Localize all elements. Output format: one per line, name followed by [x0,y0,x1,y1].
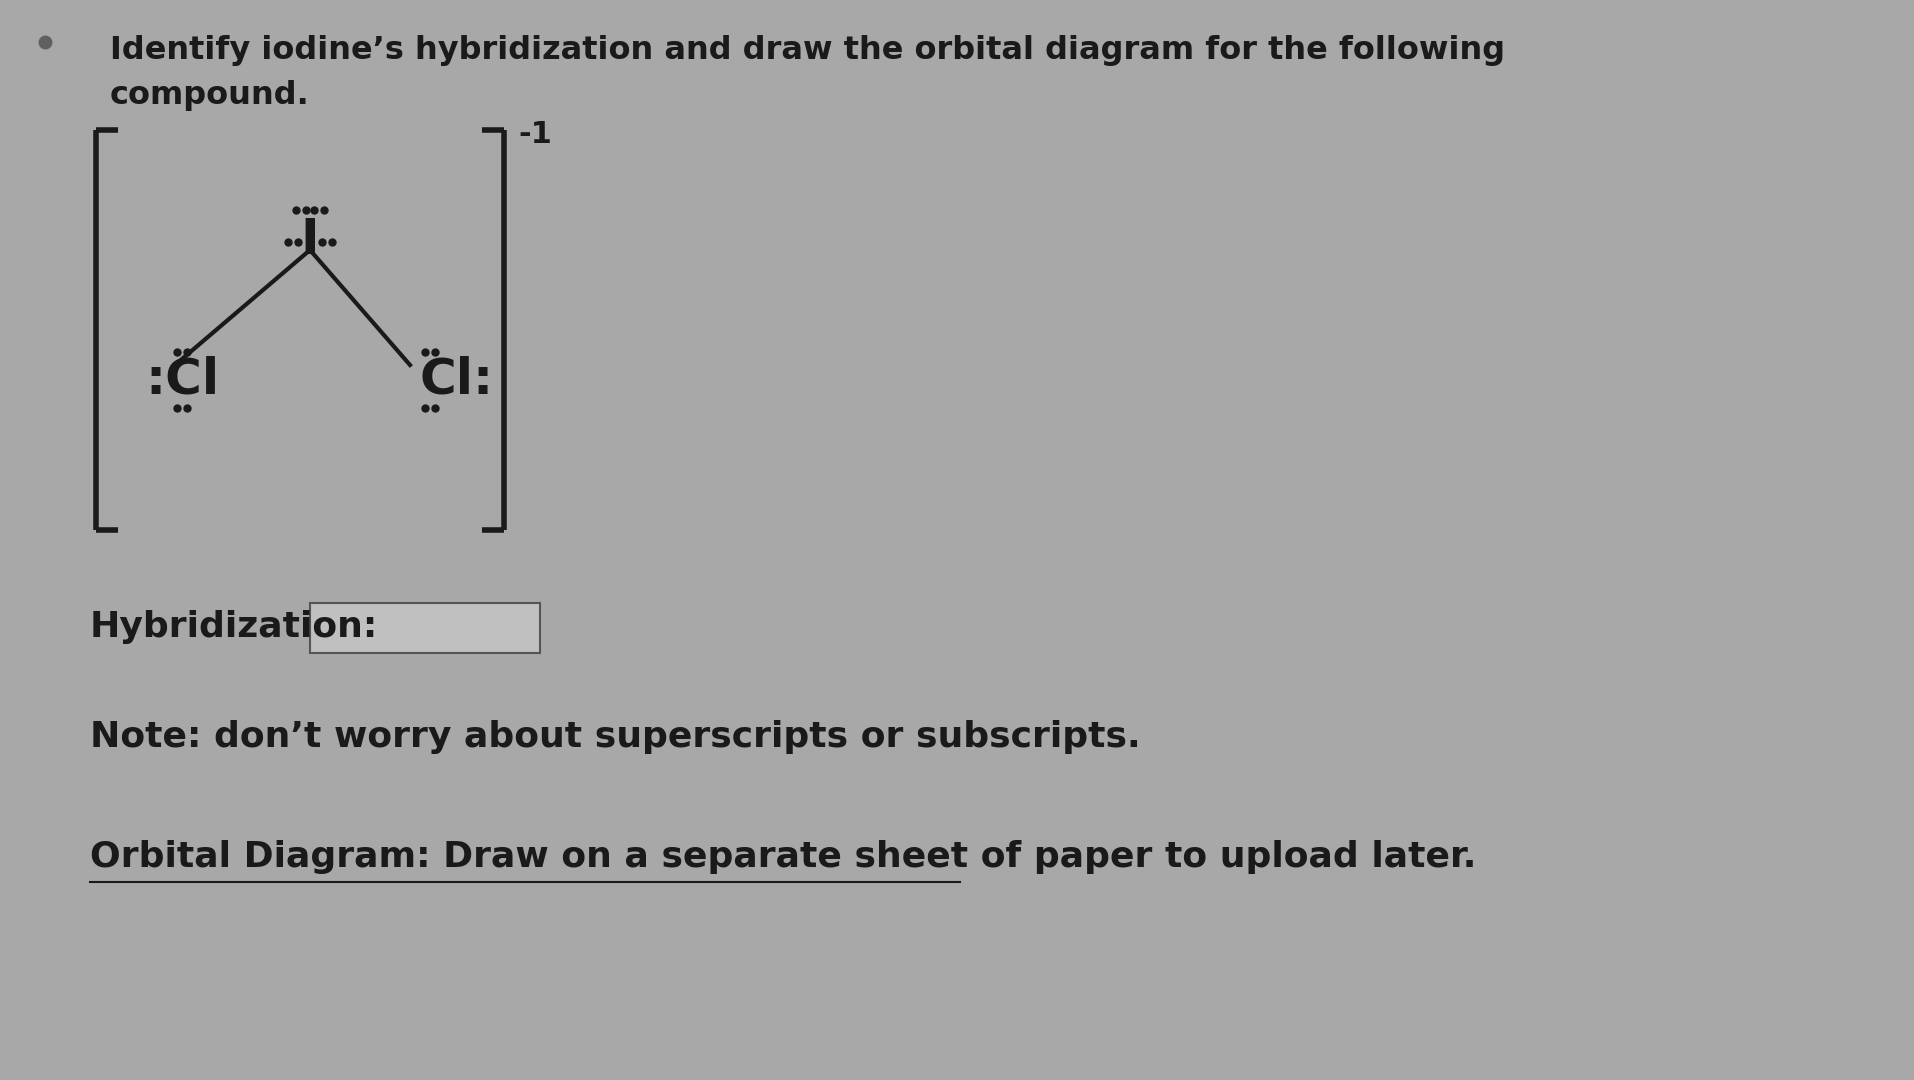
Text: -1: -1 [519,120,551,149]
Text: Identify iodine’s hybridization and draw the orbital diagram for the following: Identify iodine’s hybridization and draw… [109,35,1504,66]
Text: compound.: compound. [109,80,310,111]
Text: Cl:: Cl: [419,356,494,404]
Text: Hybridization:: Hybridization: [90,610,379,644]
Text: Note: don’t worry about superscripts or subscripts.: Note: don’t worry about superscripts or … [90,720,1141,754]
Text: I: I [300,216,320,264]
Text: Orbital Diagram: Draw on a separate sheet of paper to upload later.: Orbital Diagram: Draw on a separate shee… [90,840,1476,874]
FancyBboxPatch shape [310,603,540,653]
Text: :Cl: :Cl [145,356,218,404]
